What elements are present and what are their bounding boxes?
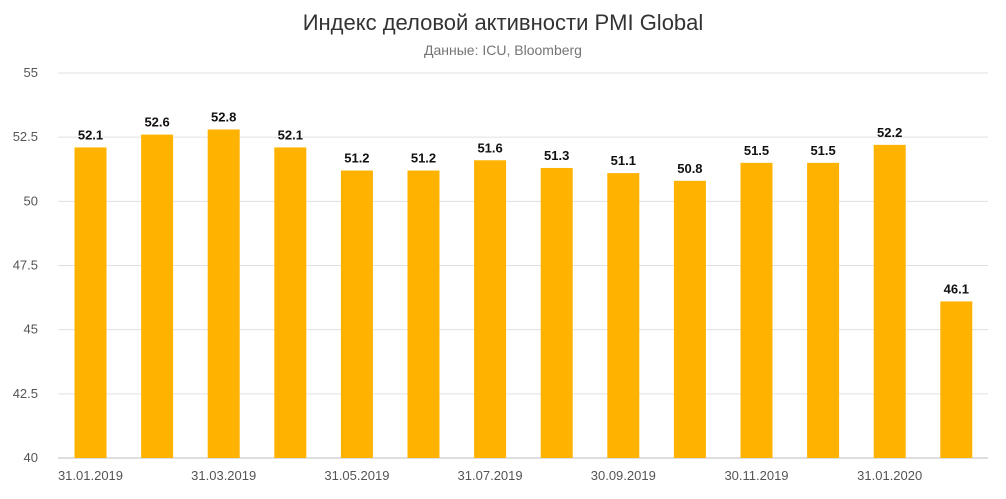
bar (207, 129, 240, 458)
data-label: 52.6 (144, 115, 169, 130)
chart-subtitle: Данные: ICU, Bloomberg (424, 42, 582, 58)
bar (740, 162, 773, 459)
data-label: 51.5 (744, 143, 769, 158)
x-tick-label: 31.05.2019 (324, 468, 389, 483)
data-label: 52.1 (78, 127, 103, 142)
data-label: 50.8 (677, 161, 702, 176)
bar (807, 162, 840, 459)
y-tick-label: 42.5 (13, 386, 38, 401)
x-axis: 31.01.2019 31.03.2019 31.05.2019 31.07.2019… (58, 468, 922, 483)
bar (873, 144, 906, 458)
data-label: 51.5 (810, 143, 835, 158)
data-label: 52.8 (211, 109, 236, 124)
bar (673, 180, 706, 459)
x-tick-label: 31.07.2019 (458, 468, 523, 483)
y-tick-label: 45 (24, 322, 38, 337)
x-tick-label: 31.03.2019 (191, 468, 256, 483)
bar (340, 170, 373, 459)
bar (540, 167, 573, 458)
x-tick-label: 30.11.2019 (724, 468, 788, 483)
x-tick-label: 30.09.2019 (591, 468, 656, 483)
data-label: 46.1 (944, 281, 969, 296)
data-label: 52.2 (877, 125, 902, 140)
y-axis: 40 42.5 45 47.5 50 52.5 55 (13, 65, 38, 465)
bar (607, 173, 640, 458)
y-tick-label: 50 (24, 193, 38, 208)
bar (474, 160, 507, 458)
grid-lines (58, 72, 988, 459)
bar (141, 134, 174, 458)
data-label: 51.1 (611, 153, 636, 168)
bars (74, 129, 973, 459)
data-label: 51.6 (477, 140, 502, 155)
y-tick-label: 55 (24, 65, 38, 80)
y-tick-label: 47.5 (13, 258, 38, 273)
bar (74, 147, 107, 458)
data-label: 51.2 (344, 151, 369, 166)
y-tick-label: 52.5 (13, 129, 38, 144)
data-label: 51.2 (411, 151, 436, 166)
x-tick-label: 31.01.2020 (857, 468, 922, 483)
x-tick-label: 31.01.2019 (58, 468, 123, 483)
data-label: 51.3 (544, 148, 569, 163)
bar (940, 301, 973, 458)
data-labels: 52.1 52.6 52.8 52.1 51.2 51.2 51.6 51.3 51.1 50.8… (78, 109, 969, 296)
chart-title: Индекс деловой активности PMI Global (302, 10, 704, 35)
data-label: 52.1 (278, 127, 303, 142)
bar (407, 170, 440, 459)
y-tick-label: 40 (24, 450, 38, 465)
bar (274, 147, 307, 458)
